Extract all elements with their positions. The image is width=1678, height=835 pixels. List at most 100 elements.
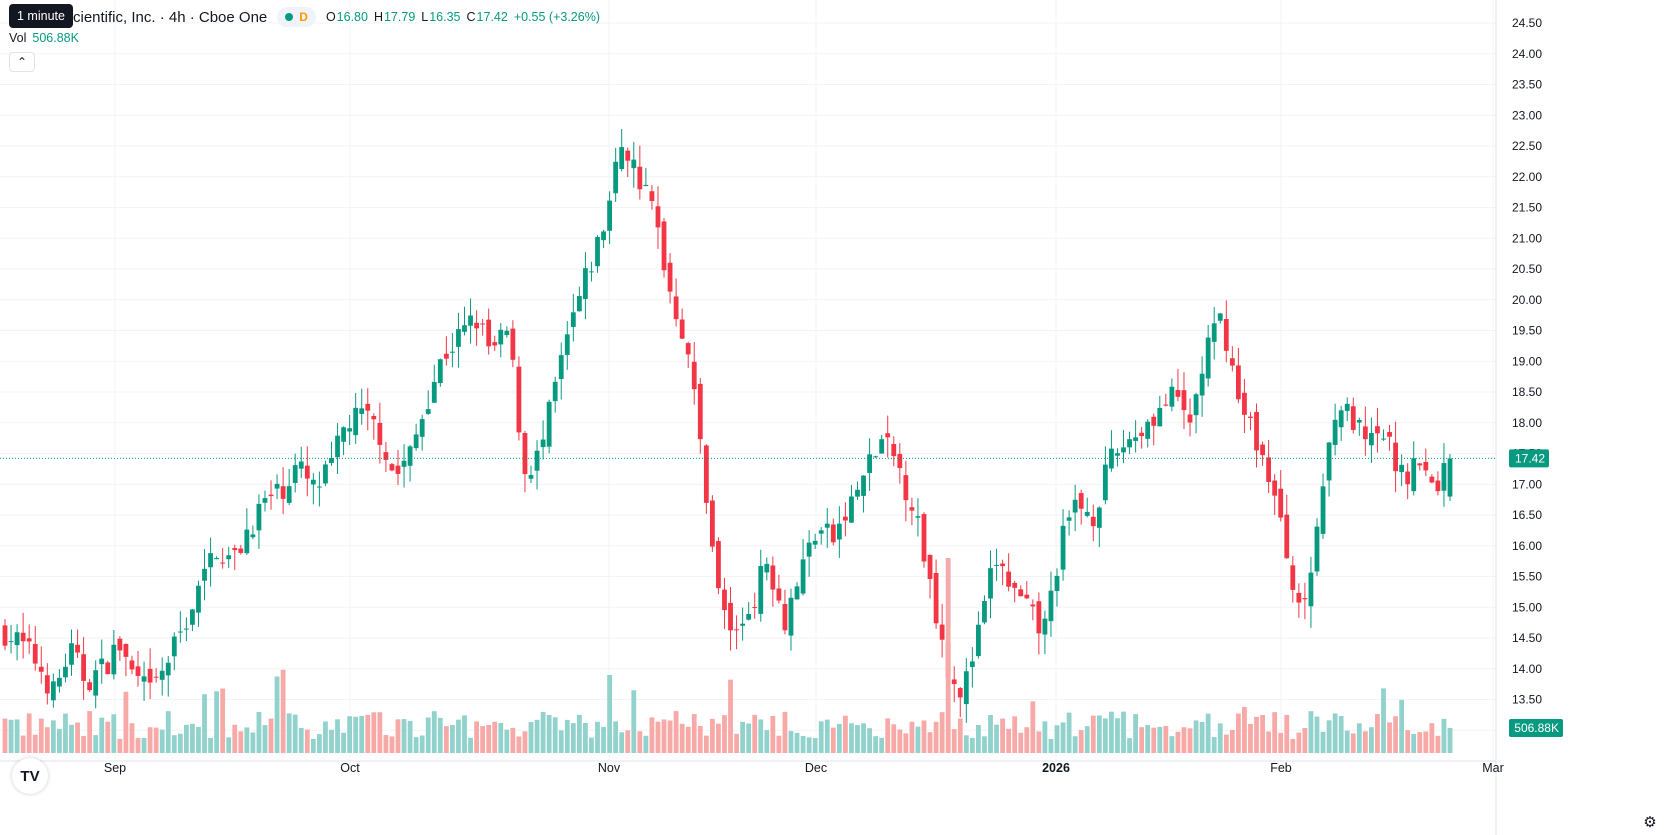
candle-body [93,670,99,696]
price-tick-label: 19.00 [1512,354,1542,368]
candle-body [728,602,733,631]
candle-body [1054,575,1060,592]
candle-body [1344,403,1350,411]
candle-body [341,427,346,442]
symbol-title[interactable]: cientific, Inc. · 4h · Cboe One [73,8,268,26]
volume-bar [1284,714,1290,753]
volume-bar [722,715,727,753]
volume-bar [836,723,842,753]
volume-bar [177,733,183,753]
volume-bar [1193,720,1199,753]
volume-bar [341,732,346,753]
volume-bar [226,737,232,753]
candle-body [401,460,407,467]
volume-bar [1030,701,1036,753]
time-tick-label: 2026 [1042,761,1070,775]
candle-body [171,636,177,657]
status-pill[interactable]: D [277,7,316,27]
volume-bar [1417,732,1423,753]
candle-body [75,644,80,653]
candle-body [462,325,467,332]
candle-body [1326,442,1332,481]
candle-body [1260,444,1265,456]
candle-body [1302,598,1308,600]
gear-icon[interactable]: ⚙ [1643,814,1657,831]
volume-bar [516,736,522,753]
volume-bar [63,713,68,753]
candle-body [1447,458,1453,497]
price-tick-label: 22.50 [1512,139,1542,153]
volume-bar [830,727,836,753]
last-price-badge [1509,449,1549,468]
candle-body [268,494,274,497]
volume-bar [897,729,903,753]
volume-bar [685,726,691,753]
collapse-legend-button[interactable]: ⌃ [9,52,35,72]
candle-body [371,415,377,420]
candle-body [1187,414,1193,423]
volume-bar [1375,714,1380,753]
volume-bar [1441,718,1447,753]
volume-bar [171,735,177,753]
candle-body [1290,565,1296,590]
volume-bar [159,729,165,753]
volume-bar [1109,711,1114,753]
candle-body [292,465,298,483]
candle-body [135,666,141,676]
candle-body [262,498,268,503]
candle-body [165,662,171,676]
candle-body [836,523,842,540]
volume-bar [196,726,201,753]
volume-bar [921,720,927,753]
time-tick-label: Dec [805,761,827,775]
candle-body [758,565,764,614]
tradingview-logo[interactable]: TV [12,758,48,794]
candle-body [117,638,123,651]
volume-bar [1151,727,1157,753]
candle-body [1042,618,1048,635]
candle-body [395,465,401,474]
volume-bar [208,737,213,753]
volume-bar [933,721,939,753]
volume-bar [625,730,631,753]
volume-bar [649,717,655,753]
candle-body [885,433,891,438]
candle-body [1145,421,1151,439]
volume-bar [2,718,8,753]
candle-body [601,231,606,241]
candle-body [976,624,981,657]
candle-body [323,464,328,484]
candle-body [873,456,879,458]
volume-bar [1078,730,1084,753]
volume-bar [1242,706,1247,753]
volume-bar [994,724,999,753]
market-status-icon [285,13,294,21]
volume-bar [425,717,431,753]
candle-body [407,446,413,466]
volume-bar [214,691,220,753]
candle-body [752,607,758,609]
time-tick-label: Oct [340,761,360,775]
candle-body [1254,411,1259,451]
candle-body [540,439,546,448]
candle-body [2,625,8,646]
candle-body [957,688,963,698]
volume-bar [758,719,764,753]
candle-body [933,572,939,624]
volume-bar [395,719,401,753]
candle-body [1411,458,1417,492]
volume-bar [915,726,921,753]
candle-body [1205,337,1211,379]
volume-bar [661,719,667,753]
volume-bar [879,737,885,753]
candle-body [770,565,776,590]
price-tick-label: 24.00 [1512,47,1542,61]
candle-body [1060,525,1066,570]
candle-body [474,322,479,329]
candle-body [437,359,443,384]
candle-body [528,475,534,479]
last-volume-badge [1509,719,1563,737]
volume-bar [32,734,38,753]
candle-body [1362,426,1368,440]
